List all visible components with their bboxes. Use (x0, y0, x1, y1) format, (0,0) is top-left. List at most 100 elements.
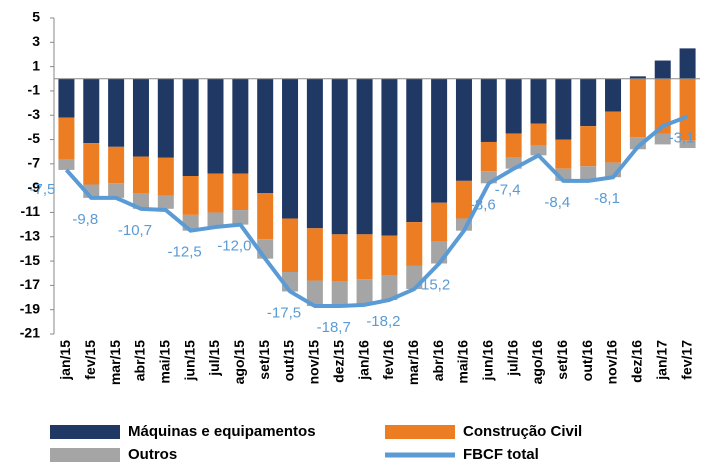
y-tick-label: -1 (28, 82, 41, 98)
bar (83, 143, 100, 185)
x-tick-label: jan/16 (355, 340, 371, 381)
data-label: -8,4 (544, 194, 570, 211)
y-tick-label: -13 (20, 227, 40, 243)
x-tick-label: jul/16 (504, 340, 520, 377)
bar (629, 78, 646, 138)
bar (629, 137, 646, 150)
bar (431, 78, 448, 203)
bar (406, 222, 423, 266)
bar (331, 234, 348, 282)
data-label: -12,0 (217, 238, 251, 255)
bar (580, 78, 597, 127)
bar (505, 78, 522, 134)
bar (480, 141, 497, 172)
x-tick-label: fev/17 (678, 340, 694, 380)
bar (555, 139, 572, 169)
x-tick-label: mar/15 (107, 340, 123, 385)
bar (232, 78, 249, 174)
data-label: -18,2 (366, 313, 400, 330)
y-tick-label: -19 (20, 300, 40, 316)
data-label: -7,4 (495, 182, 521, 199)
bar (654, 78, 671, 134)
data-label: -18,7 (317, 319, 351, 336)
data-label: -8,1 (594, 190, 620, 207)
bar (555, 78, 572, 140)
bar (257, 78, 274, 194)
bar (605, 111, 622, 163)
x-tick-label: jun/15 (181, 340, 197, 382)
bar (530, 78, 547, 124)
bar (654, 60, 671, 79)
x-tick-label: dez/15 (330, 340, 346, 383)
x-tick-label: mai/15 (157, 340, 173, 384)
data-label: -12,5 (168, 244, 202, 261)
bar (654, 133, 671, 145)
y-tick-label: -9 (28, 179, 41, 195)
x-tick-label: set/16 (554, 340, 570, 380)
bar (132, 78, 149, 157)
bar (306, 228, 323, 281)
bar (679, 140, 696, 149)
x-tick-label: jul/15 (206, 340, 222, 377)
bar (431, 202, 448, 242)
data-label: -3,1 (669, 129, 695, 146)
bar (580, 126, 597, 167)
bar (232, 210, 249, 225)
data-label: -7,5 (29, 181, 55, 198)
bar (182, 176, 199, 215)
x-tick-label: fev/15 (82, 340, 98, 380)
bar (108, 78, 125, 147)
bar (58, 117, 75, 159)
y-tick-label: -21 (20, 325, 40, 341)
y-tick-label: -3 (28, 106, 41, 122)
y-tick-label: -5 (28, 130, 41, 146)
data-label: -10,7 (118, 222, 152, 239)
bar (58, 158, 75, 170)
bar (157, 195, 174, 209)
legend-swatch (385, 425, 455, 439)
bar (182, 78, 199, 176)
legend-label: Construção Civil (463, 423, 582, 440)
bar (108, 146, 125, 184)
x-tick-label: set/15 (256, 340, 272, 380)
bar (257, 193, 274, 240)
bar (406, 78, 423, 223)
x-tick-label: abr/16 (430, 340, 446, 381)
bar (306, 78, 323, 229)
bar (480, 78, 497, 142)
y-tick-label: -7 (28, 155, 41, 171)
bar (108, 183, 125, 198)
y-tick-label: -11 (21, 203, 41, 219)
bar (356, 234, 373, 280)
bar (381, 78, 398, 236)
x-tick-label: jun/16 (480, 340, 496, 382)
bar (207, 173, 224, 213)
y-tick-label: 5 (32, 9, 40, 25)
x-tick-label: mai/16 (455, 340, 471, 384)
legend-label: FBCF total (463, 446, 539, 463)
bar (455, 78, 472, 181)
bar (679, 78, 696, 141)
bar (207, 212, 224, 228)
bar (505, 133, 522, 158)
data-label: -9,8 (72, 211, 98, 228)
x-tick-label: nov/16 (604, 340, 620, 385)
bar (132, 193, 149, 209)
bar (356, 279, 373, 305)
x-tick-label: out/15 (281, 340, 297, 381)
bar (455, 180, 472, 219)
bar (232, 173, 249, 211)
bar (306, 280, 323, 307)
bar (530, 123, 547, 146)
legend-swatch (50, 425, 120, 439)
x-tick-label: ago/16 (529, 340, 545, 385)
x-tick-label: ago/15 (231, 340, 247, 385)
x-tick-label: nov/15 (306, 340, 322, 385)
bar (282, 218, 299, 273)
bar (282, 78, 299, 219)
x-tick-label: fev/16 (380, 340, 396, 380)
y-tick-label: -17 (20, 276, 40, 292)
bar (157, 78, 174, 158)
legend-label: Outros (128, 446, 177, 463)
